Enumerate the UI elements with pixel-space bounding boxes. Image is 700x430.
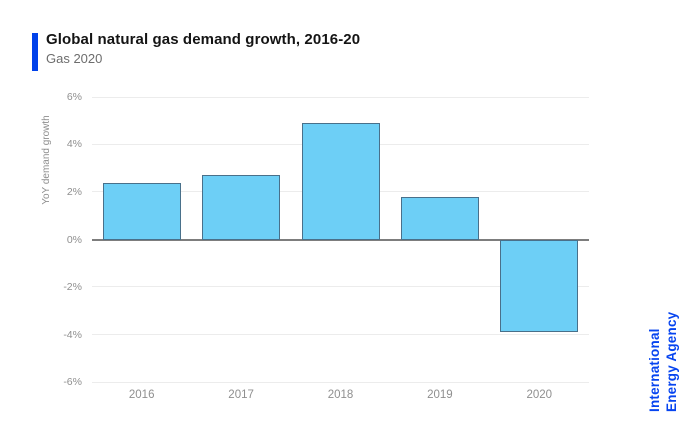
bar-2016[interactable] <box>102 182 181 240</box>
y-tick-label: 6% <box>66 91 82 103</box>
y-tick-label: -4% <box>63 328 82 341</box>
y-tick-label: -6% <box>63 376 82 388</box>
gridline <box>92 334 589 335</box>
y-axis-title: YoY demand growth <box>41 115 52 205</box>
y-tick-label: -2% <box>63 280 82 293</box>
gridline <box>92 286 589 288</box>
zero-axis-line <box>92 238 589 241</box>
x-tick-label: 2017 <box>228 389 254 401</box>
bar-2018[interactable] <box>301 123 380 240</box>
x-tick-label: 2019 <box>427 389 453 401</box>
y-tick-label: 0% <box>66 233 82 246</box>
x-tick-label: 2016 <box>128 389 155 401</box>
chart-title: Global natural gas demand growth, 2016-2… <box>46 31 361 48</box>
bar-2019[interactable] <box>400 196 479 240</box>
bar-2020[interactable] <box>500 239 579 333</box>
chart-subtitle: Gas 2020 <box>46 51 103 66</box>
y-tick-label: 2% <box>66 185 82 198</box>
x-tick-label: 2018 <box>327 389 354 401</box>
gridline <box>92 381 589 383</box>
y-tick-label: 4% <box>66 138 82 151</box>
iea-logo-line2: Energy Agency <box>664 311 679 412</box>
title-accent-bar <box>32 33 38 71</box>
x-tick-label: 2020 <box>526 389 553 401</box>
bar-2017[interactable] <box>202 175 281 240</box>
iea-logo-text: International Energy Agency <box>646 280 680 412</box>
iea-logo-line1: International <box>647 328 662 412</box>
plot-area: 6% 4% 2% 0% -2% -4% -6% 2016 2017 2018 2019 2020 <box>63 91 589 401</box>
gridline <box>92 96 589 98</box>
